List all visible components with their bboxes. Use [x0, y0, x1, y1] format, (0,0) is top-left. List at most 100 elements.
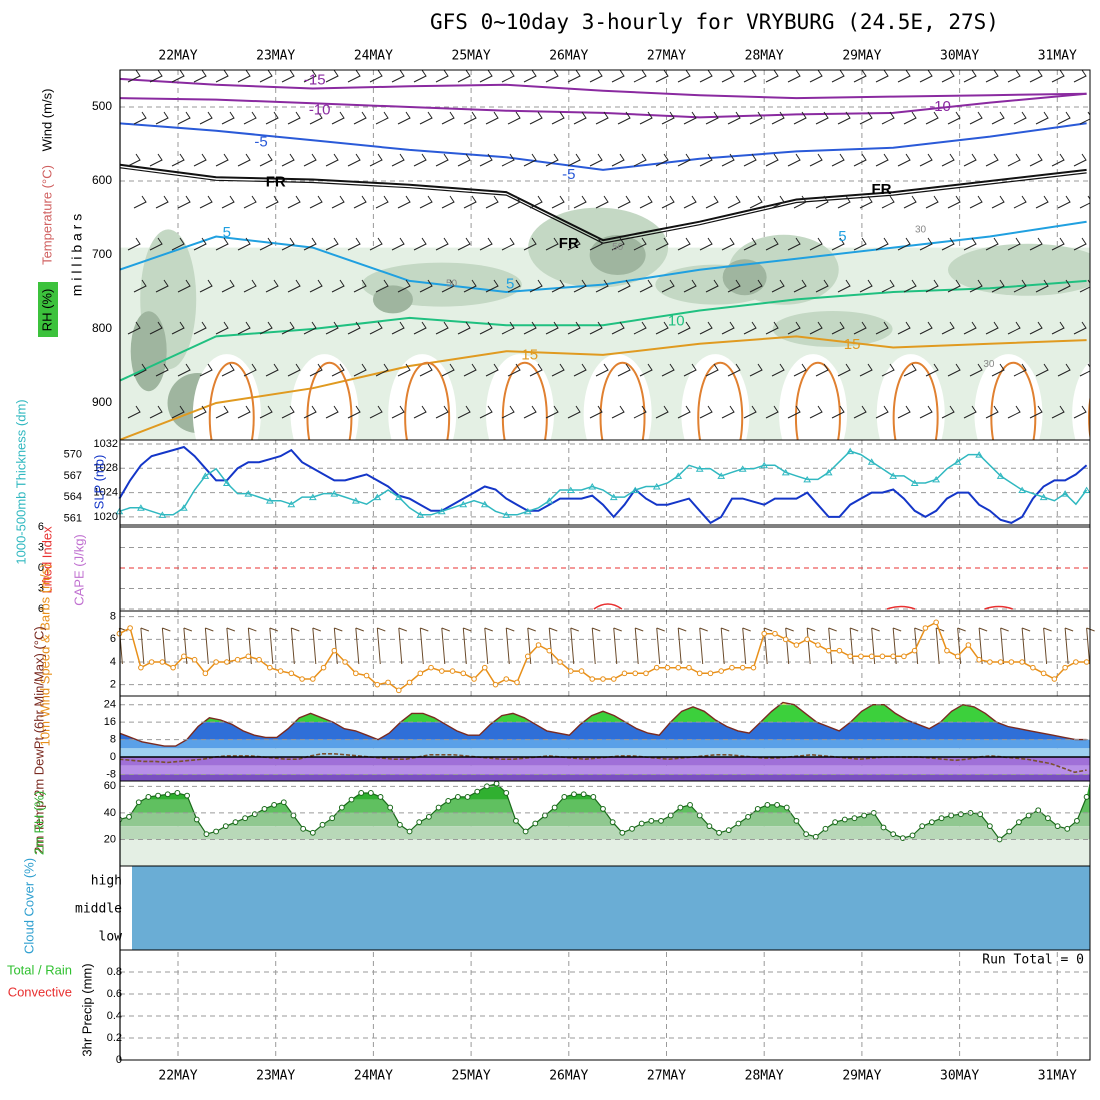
- wind-barb: [545, 405, 559, 419]
- wind-barb: [1013, 279, 1027, 293]
- wind-barb: [259, 321, 273, 335]
- wind-barb: [413, 237, 427, 251]
- wind-barb: [809, 70, 823, 83]
- wind-barb: [765, 405, 779, 419]
- rh-point: [600, 805, 606, 812]
- wind-barb: [501, 70, 515, 83]
- isotherm-line: [120, 122, 1087, 171]
- rh-point: [261, 805, 268, 812]
- wind-barb: [441, 195, 455, 209]
- wind-barb: [435, 237, 449, 251]
- cape-blip: [984, 605, 1013, 610]
- rh-point: [455, 794, 461, 800]
- wind-barb: [595, 279, 609, 293]
- wind-speed-point: [406, 679, 413, 686]
- wind-barb: [765, 321, 779, 335]
- wind-barb: [683, 111, 697, 125]
- wind-barb: [243, 111, 257, 125]
- thickness-point: [1082, 486, 1091, 494]
- wind-barb: [435, 405, 449, 419]
- wind-barb: [369, 321, 383, 335]
- wind-barb: [793, 111, 807, 125]
- wind-barb: [831, 321, 845, 335]
- isotherm-label: FR: [871, 181, 891, 198]
- thickness-point: [652, 483, 661, 490]
- wind-barb: [985, 153, 999, 167]
- rh-point: [358, 790, 365, 796]
- wind-barb: [347, 405, 361, 419]
- isotherm-label: 50: [612, 242, 624, 253]
- wind-barb: [683, 279, 697, 293]
- wind-speed-point: [1051, 676, 1058, 682]
- wind-speed-point: [234, 656, 241, 663]
- wind-barb: [369, 70, 383, 83]
- wind-speed-point: [320, 664, 327, 671]
- wind-barb: [149, 237, 163, 251]
- wind-barb: [1013, 363, 1027, 377]
- wind-barb: [853, 70, 867, 83]
- wind-tick: 8: [110, 611, 116, 623]
- wind-barb: [677, 70, 691, 83]
- wind-barb: [743, 237, 757, 251]
- wind-barb: [677, 153, 691, 167]
- lifted-tick: 6: [38, 521, 44, 533]
- thickness-point: [609, 493, 618, 501]
- wind-barb: [963, 237, 977, 251]
- wind-barb: [1073, 153, 1087, 167]
- wind-barb: [859, 195, 873, 209]
- wind-barb: [661, 279, 675, 293]
- rh-point: [551, 804, 558, 811]
- isotherm-label: 5: [838, 228, 846, 245]
- wind-barb: [1073, 321, 1087, 335]
- wind-barb: [853, 237, 867, 251]
- wind-speed-point: [965, 642, 972, 648]
- wind-barb: [397, 363, 411, 377]
- wind-barb: [177, 195, 191, 209]
- wind-barb: [589, 153, 603, 167]
- wind-barb: [567, 70, 581, 83]
- wind-barb: [133, 279, 147, 293]
- wind-barb: [919, 237, 933, 251]
- rh-shade-70: [372, 285, 413, 314]
- thickness-point: [695, 465, 704, 472]
- wind-barb: [413, 70, 427, 83]
- wind-speed-point: [245, 653, 252, 660]
- date-label-bottom: 28MAY: [745, 1069, 784, 1084]
- wind-speed-point: [890, 653, 896, 660]
- wind-side-label: Wind (m/s): [39, 89, 54, 152]
- slp-ylabel: SLP (mb): [91, 455, 106, 510]
- wind-barb: [573, 111, 587, 125]
- wind-barb: [655, 237, 669, 251]
- wind-barb: [193, 70, 207, 83]
- warm-contour: [1088, 395, 1090, 440]
- wind-barb: [655, 70, 669, 83]
- date-label-bottom: 22MAY: [158, 1069, 197, 1084]
- wind-barb: [479, 237, 493, 251]
- wind-barb: [1013, 195, 1027, 209]
- wind-speed-point: [922, 625, 929, 631]
- wind-barb: [199, 279, 213, 293]
- wind-barb: [177, 363, 191, 377]
- surface-wind-barb: [806, 627, 816, 665]
- lifted-tick: 3: [38, 541, 44, 553]
- wind-ylabel: 10m Wind Speed & Barbs (m/s): [37, 564, 52, 747]
- wind-barb: [325, 70, 339, 83]
- warm-contour: [892, 361, 939, 440]
- wind-speed-point: [417, 670, 424, 677]
- rh-point: [348, 796, 355, 803]
- isotherm-label: 15: [521, 347, 538, 364]
- wind-speed-point: [718, 668, 725, 674]
- rh-point: [735, 820, 742, 827]
- rh-point: [193, 816, 200, 823]
- thickness-point: [330, 490, 339, 497]
- rh-point: [1064, 825, 1071, 832]
- wind-barb: [221, 195, 235, 209]
- temperature-layer: [120, 696, 1090, 781]
- wind-barb: [303, 405, 317, 419]
- cloud-level-label: low: [99, 930, 123, 945]
- wind-barb: [661, 195, 675, 209]
- wind-barb: [611, 70, 625, 83]
- wind-barb: [705, 279, 719, 293]
- wind-barb: [771, 111, 785, 125]
- wind-barb: [545, 153, 559, 167]
